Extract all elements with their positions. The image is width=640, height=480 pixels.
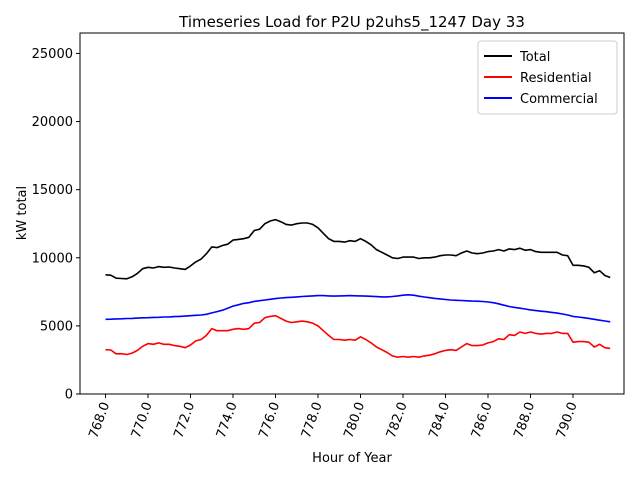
y-axis: 0 5000 10000 15000 20000 25000 <box>32 47 80 403</box>
series-layer <box>105 218 611 359</box>
y-tick-label: 20000 <box>32 115 73 130</box>
x-axis-label: Hour of Year <box>312 451 392 466</box>
series-line-total <box>105 218 611 280</box>
y-tick-label: 10000 <box>32 251 73 266</box>
y-axis-label: kW total <box>15 186 30 240</box>
plot-area-frame <box>79 32 625 395</box>
legend-label-total: Total <box>519 50 550 65</box>
legend-label-commercial: Commercial <box>520 92 598 107</box>
series-line-residential <box>105 314 611 359</box>
chart-title: Timeseries Load for P2U p2uhs5_1247 Day … <box>178 13 525 32</box>
legend-label-residential: Residential <box>520 71 592 86</box>
legend: Total Residential Commercial <box>477 40 618 115</box>
y-tick-label: 0 <box>65 388 73 403</box>
y-tick-label: 15000 <box>32 183 73 198</box>
series-line-commercial <box>105 293 611 323</box>
y-tick-label: 5000 <box>40 319 73 334</box>
y-tick-label: 25000 <box>32 47 73 62</box>
legend-box <box>477 40 618 115</box>
